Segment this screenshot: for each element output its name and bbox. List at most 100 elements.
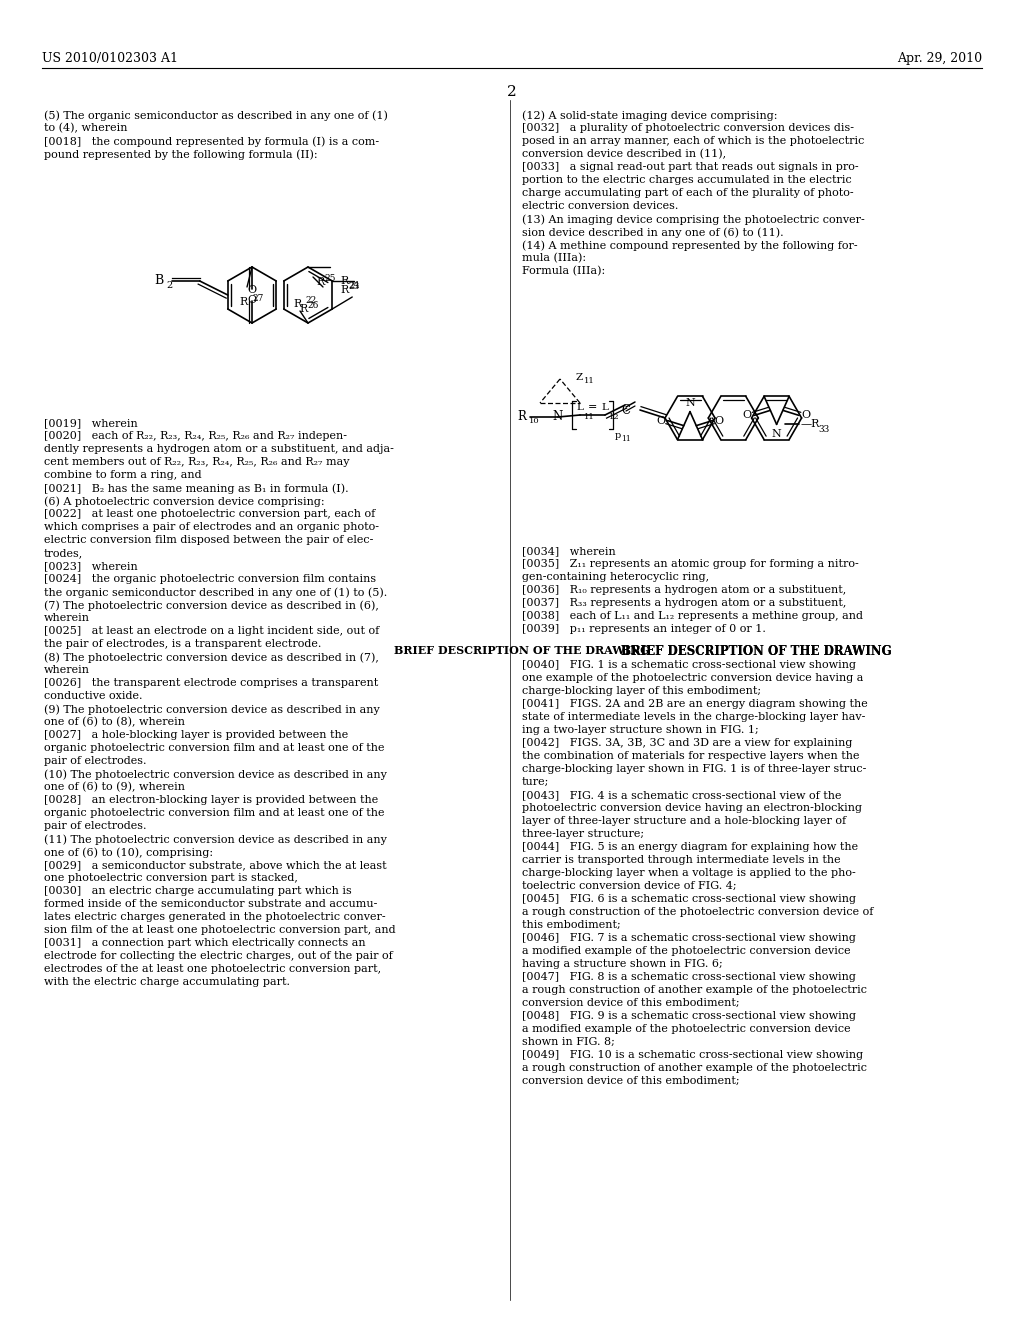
Text: [0029]   a semiconductor substrate, above which the at least: [0029] a semiconductor substrate, above … xyxy=(44,861,387,870)
Text: B: B xyxy=(155,275,164,288)
Text: 11: 11 xyxy=(584,378,595,385)
Text: organic photoelectric conversion film and at least one of the: organic photoelectric conversion film an… xyxy=(44,743,384,752)
Text: one of (6) to (8), wherein: one of (6) to (8), wherein xyxy=(44,717,185,727)
Text: BRIEF DESCRIPTION OF THE DRAWING: BRIEF DESCRIPTION OF THE DRAWING xyxy=(394,645,650,656)
Text: R: R xyxy=(316,277,325,286)
Text: [0032]   a plurality of photoelectric conversion devices dis-: [0032] a plurality of photoelectric conv… xyxy=(522,123,854,133)
Text: charge-blocking layer when a voltage is applied to the pho-: charge-blocking layer when a voltage is … xyxy=(522,869,856,878)
Text: toelectric conversion device of FIG. 4;: toelectric conversion device of FIG. 4; xyxy=(522,880,736,891)
Text: BRIEF DESCRIPTION OF THE DRAWING: BRIEF DESCRIPTION OF THE DRAWING xyxy=(621,645,891,657)
Text: photoelectric conversion device having an electron-blocking: photoelectric conversion device having a… xyxy=(522,803,862,813)
Text: electric conversion film disposed between the pair of elec-: electric conversion film disposed betwee… xyxy=(44,535,374,545)
Text: [0034]   wherein: [0034] wherein xyxy=(522,546,615,556)
Text: [0048]   FIG. 9 is a schematic cross-sectional view showing: [0048] FIG. 9 is a schematic cross-secti… xyxy=(522,1011,856,1020)
Text: C: C xyxy=(621,404,630,417)
Text: conversion device described in (11),: conversion device described in (11), xyxy=(522,149,726,160)
Text: charge-blocking layer shown in FIG. 1 is of three-layer struc-: charge-blocking layer shown in FIG. 1 is… xyxy=(522,764,866,774)
Text: O: O xyxy=(802,411,810,420)
Text: cent members out of R₂₂, R₂₃, R₂₄, R₂₅, R₂₆ and R₂₇ may: cent members out of R₂₂, R₂₃, R₂₄, R₂₅, … xyxy=(44,457,349,467)
Text: N: N xyxy=(772,429,781,440)
Text: BRIEF DESCRIPTION OF THE DRAWING: BRIEF DESCRIPTION OF THE DRAWING xyxy=(621,645,891,657)
Text: charge accumulating part of each of the plurality of photo-: charge accumulating part of each of the … xyxy=(522,187,854,198)
Text: 24: 24 xyxy=(348,281,359,289)
Text: the organic semiconductor described in any one of (1) to (5).: the organic semiconductor described in a… xyxy=(44,587,387,598)
Text: pair of electrodes.: pair of electrodes. xyxy=(44,756,146,766)
Text: pound represented by the following formula (II):: pound represented by the following formu… xyxy=(44,149,317,160)
Text: (6) A photoelectric conversion device comprising:: (6) A photoelectric conversion device co… xyxy=(44,496,325,507)
Text: (7) The photoelectric conversion device as described in (6),: (7) The photoelectric conversion device … xyxy=(44,601,379,611)
Text: sion device described in any one of (6) to (11).: sion device described in any one of (6) … xyxy=(522,227,783,238)
Text: wherein: wherein xyxy=(44,665,90,675)
Text: electric conversion devices.: electric conversion devices. xyxy=(522,201,678,211)
Text: [0022]   at least one photoelectric conversion part, each of: [0022] at least one photoelectric conver… xyxy=(44,510,375,519)
Text: L: L xyxy=(601,403,608,412)
Text: p: p xyxy=(615,432,622,440)
Text: [0047]   FIG. 8 is a schematic cross-sectional view showing: [0047] FIG. 8 is a schematic cross-secti… xyxy=(522,972,856,982)
Text: posed in an array manner, each of which is the photoelectric: posed in an array manner, each of which … xyxy=(522,136,864,147)
Text: O: O xyxy=(248,294,257,305)
Text: sion film of the at least one photoelectric conversion part, and: sion film of the at least one photoelect… xyxy=(44,925,395,935)
Text: shown in FIG. 8;: shown in FIG. 8; xyxy=(522,1038,614,1047)
Text: 33: 33 xyxy=(818,425,829,434)
Text: to (4), wherein: to (4), wherein xyxy=(44,123,128,133)
Text: [0038]   each of L₁₁ and L₁₂ represents a methine group, and: [0038] each of L₁₁ and L₁₂ represents a … xyxy=(522,611,863,620)
Text: [0036]   R₁₀ represents a hydrogen atom or a substituent,: [0036] R₁₀ represents a hydrogen atom or… xyxy=(522,585,846,595)
Text: with the electric charge accumulating part.: with the electric charge accumulating pa… xyxy=(44,977,290,987)
Text: electrode for collecting the electric charges, out of the pair of: electrode for collecting the electric ch… xyxy=(44,950,393,961)
Text: R: R xyxy=(240,297,248,308)
Text: [0027]   a hole-blocking layer is provided between the: [0027] a hole-blocking layer is provided… xyxy=(44,730,348,741)
Text: organic photoelectric conversion film and at least one of the: organic photoelectric conversion film an… xyxy=(44,808,384,818)
Text: a modified example of the photoelectric conversion device: a modified example of the photoelectric … xyxy=(522,946,851,956)
Text: O: O xyxy=(248,285,257,294)
Text: carrier is transported through intermediate levels in the: carrier is transported through intermedi… xyxy=(522,855,841,865)
Text: a rough construction of the photoelectric conversion device of: a rough construction of the photoelectri… xyxy=(522,907,873,917)
Text: 2: 2 xyxy=(167,281,173,290)
Text: a modified example of the photoelectric conversion device: a modified example of the photoelectric … xyxy=(522,1024,851,1034)
Text: R: R xyxy=(294,300,302,309)
Text: —R: —R xyxy=(801,420,820,429)
Text: charge-blocking layer of this embodiment;: charge-blocking layer of this embodiment… xyxy=(522,686,761,696)
Text: formed inside of the semiconductor substrate and accumu-: formed inside of the semiconductor subst… xyxy=(44,899,378,909)
Text: a rough construction of another example of the photoelectric: a rough construction of another example … xyxy=(522,985,867,995)
Text: [0028]   an electron-blocking layer is provided between the: [0028] an electron-blocking layer is pro… xyxy=(44,795,378,805)
Text: O: O xyxy=(742,411,752,420)
Text: layer of three-layer structure and a hole-blocking layer of: layer of three-layer structure and a hol… xyxy=(522,816,846,826)
Text: trodes,: trodes, xyxy=(44,548,83,558)
Text: US 2010/0102303 A1: US 2010/0102303 A1 xyxy=(42,51,178,65)
Text: O: O xyxy=(656,416,666,425)
Text: 23: 23 xyxy=(348,282,359,290)
Text: the combination of materials for respective layers when the: the combination of materials for respect… xyxy=(522,751,859,762)
Text: state of intermediate levels in the charge-blocking layer hav-: state of intermediate levels in the char… xyxy=(522,711,865,722)
Text: conversion device of this embodiment;: conversion device of this embodiment; xyxy=(522,998,739,1008)
Text: Z: Z xyxy=(575,374,584,381)
Text: ing a two-layer structure shown in FIG. 1;: ing a two-layer structure shown in FIG. … xyxy=(522,725,759,735)
Text: (5) The organic semiconductor as described in any one of (1): (5) The organic semiconductor as describ… xyxy=(44,110,388,120)
Text: 26: 26 xyxy=(308,301,319,310)
Text: wherein: wherein xyxy=(44,612,90,623)
Text: pair of electrodes.: pair of electrodes. xyxy=(44,821,146,832)
Text: 12: 12 xyxy=(609,413,620,421)
Text: (10) The photoelectric conversion device as described in any: (10) The photoelectric conversion device… xyxy=(44,770,387,780)
Text: combine to form a ring, and: combine to form a ring, and xyxy=(44,470,202,480)
Text: this embodiment;: this embodiment; xyxy=(522,920,621,931)
Text: ture;: ture; xyxy=(522,777,549,787)
Text: Formula (IIIa):: Formula (IIIa): xyxy=(522,267,605,276)
Text: [0044]   FIG. 5 is an energy diagram for explaining how the: [0044] FIG. 5 is an energy diagram for e… xyxy=(522,842,858,851)
Text: Apr. 29, 2010: Apr. 29, 2010 xyxy=(897,51,982,65)
Text: L: L xyxy=(577,403,584,412)
Text: [0039]   p₁₁ represents an integer of 0 or 1.: [0039] p₁₁ represents an integer of 0 or… xyxy=(522,624,766,634)
Text: one example of the photoelectric conversion device having a: one example of the photoelectric convers… xyxy=(522,673,863,682)
Text: one photoelectric conversion part is stacked,: one photoelectric conversion part is sta… xyxy=(44,873,298,883)
Text: [0019]   wherein: [0019] wherein xyxy=(44,418,138,428)
Text: R: R xyxy=(517,411,526,424)
Text: (12) A solid-state imaging device comprising:: (12) A solid-state imaging device compri… xyxy=(522,110,777,120)
Text: [0026]   the transparent electrode comprises a transparent: [0026] the transparent electrode compris… xyxy=(44,678,378,688)
Text: one of (6) to (10), comprising:: one of (6) to (10), comprising: xyxy=(44,847,213,858)
Text: gen-containing heterocyclic ring,: gen-containing heterocyclic ring, xyxy=(522,572,710,582)
Text: [0037]   R₃₃ represents a hydrogen atom or a substituent,: [0037] R₃₃ represents a hydrogen atom or… xyxy=(522,598,847,609)
Text: (9) The photoelectric conversion device as described in any: (9) The photoelectric conversion device … xyxy=(44,704,380,714)
Text: 27: 27 xyxy=(252,294,263,304)
Text: portion to the electric charges accumulated in the electric: portion to the electric charges accumula… xyxy=(522,176,852,185)
Text: 2: 2 xyxy=(507,84,517,99)
Text: [0040]   FIG. 1 is a schematic cross-sectional view showing: [0040] FIG. 1 is a schematic cross-secti… xyxy=(522,660,856,671)
